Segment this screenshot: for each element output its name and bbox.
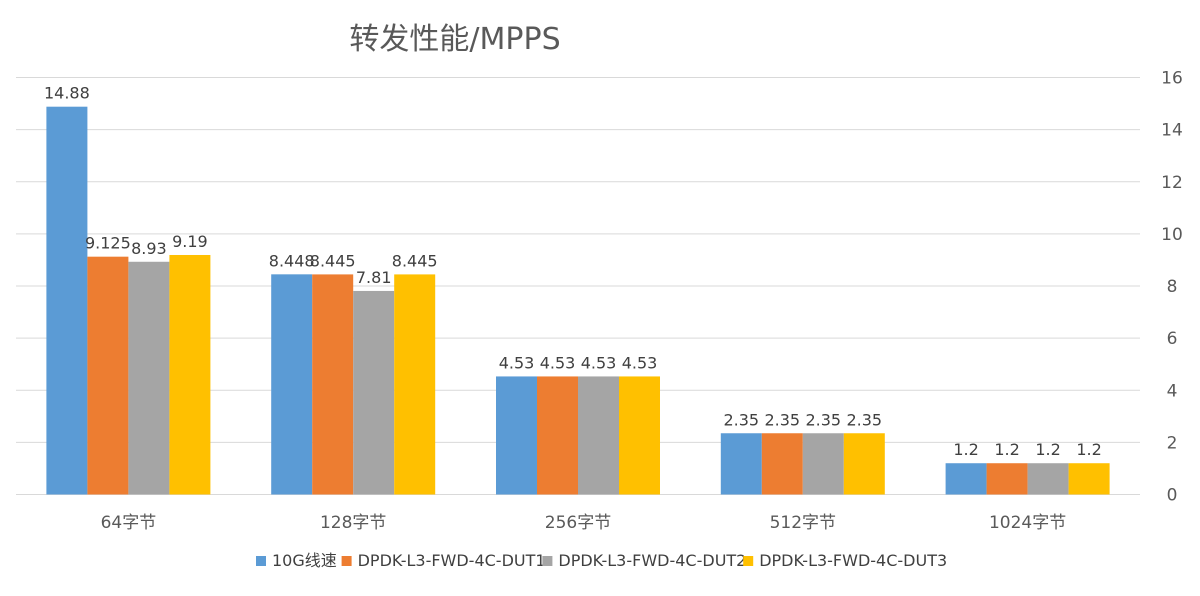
- y-tick-label: 14: [1161, 121, 1183, 141]
- legend-swatch: [743, 556, 754, 566]
- data-label: 7.81: [356, 268, 392, 287]
- bar: [87, 256, 129, 495]
- data-label: 1.2: [1035, 440, 1060, 459]
- data-label: 4.53: [622, 353, 658, 372]
- y-tick-label: 4: [1167, 381, 1178, 401]
- data-label: 1.2: [994, 440, 1019, 459]
- data-label: 9.125: [85, 234, 131, 253]
- legend-label: DPDK-L3-FWD-4C-DUT3: [759, 551, 947, 570]
- y-axis-ticks: 0 2 4 6 8 10 12 14 16: [1161, 69, 1183, 506]
- x-category-label: 64字节: [101, 513, 157, 533]
- y-tick-label: 8: [1167, 277, 1178, 297]
- y-tick-label: 16: [1161, 69, 1183, 89]
- bars: [46, 106, 1110, 495]
- bar: [761, 433, 803, 495]
- legend-label: DPDK-L3-FWD-4C-DUT2: [558, 551, 746, 570]
- bar: [271, 274, 313, 495]
- data-label: 2.35: [805, 410, 841, 429]
- legend-swatch: [542, 556, 553, 566]
- bar: [1068, 463, 1110, 495]
- data-label: 4.53: [540, 353, 576, 372]
- data-label: 2.35: [764, 410, 800, 429]
- data-label: 4.53: [499, 353, 535, 372]
- y-tick-label: 2: [1167, 433, 1178, 453]
- bar: [169, 254, 211, 495]
- bar: [1027, 463, 1069, 495]
- bar: [802, 433, 844, 495]
- data-label: 2.35: [723, 410, 759, 429]
- data-label: 14.88: [44, 84, 90, 103]
- bar: [945, 463, 987, 495]
- x-axis-categories: 64字节 128字节 256字节 512字节 1024字节: [101, 513, 1067, 533]
- bar: [128, 261, 170, 495]
- legend: 10G线速 DPDK-L3-FWD-4C-DUT1 DPDK-L3-FWD-4C-D…: [256, 551, 947, 570]
- y-tick-label: 10: [1161, 225, 1183, 245]
- y-tick-label: 0: [1167, 486, 1178, 506]
- x-category-label: 256字节: [545, 513, 611, 533]
- x-category-label: 128字节: [320, 513, 386, 533]
- data-label: 8.448: [269, 251, 315, 270]
- bar: [843, 433, 885, 495]
- chart-title: 转发性能/MPPS: [349, 22, 560, 57]
- x-category-label: 512字节: [770, 513, 836, 533]
- x-category-label: 1024字节: [989, 513, 1066, 533]
- bar: [46, 106, 88, 495]
- bar: [312, 274, 354, 495]
- bar: [496, 376, 537, 495]
- legend-label: DPDK-L3-FWD-4C-DUT1: [358, 551, 546, 570]
- bar: [720, 433, 762, 495]
- data-label: 8.445: [392, 251, 438, 270]
- data-labels: 14.889.125 8.93 9.198.4488.4457.818.4454.5…: [44, 84, 1102, 460]
- legend-swatch: [341, 556, 352, 566]
- bar: [353, 290, 395, 495]
- data-label: 8.445: [310, 251, 356, 270]
- bar: [986, 463, 1028, 495]
- y-tick-label: 6: [1167, 329, 1178, 349]
- bar: [537, 376, 578, 495]
- data-label: 2.35: [846, 410, 882, 429]
- legend-swatch: [256, 556, 266, 566]
- data-label: 1.2: [953, 440, 978, 459]
- bar: [394, 274, 436, 495]
- data-label: 4.53: [581, 353, 617, 372]
- legend-label: 10G线速: [272, 551, 337, 570]
- data-label: 1.2: [1076, 440, 1101, 459]
- bar: [578, 376, 619, 495]
- y-tick-label: 12: [1161, 173, 1183, 193]
- data-label: 8.93: [131, 239, 167, 258]
- data-label: 9.19: [172, 232, 208, 251]
- bar: [619, 376, 660, 495]
